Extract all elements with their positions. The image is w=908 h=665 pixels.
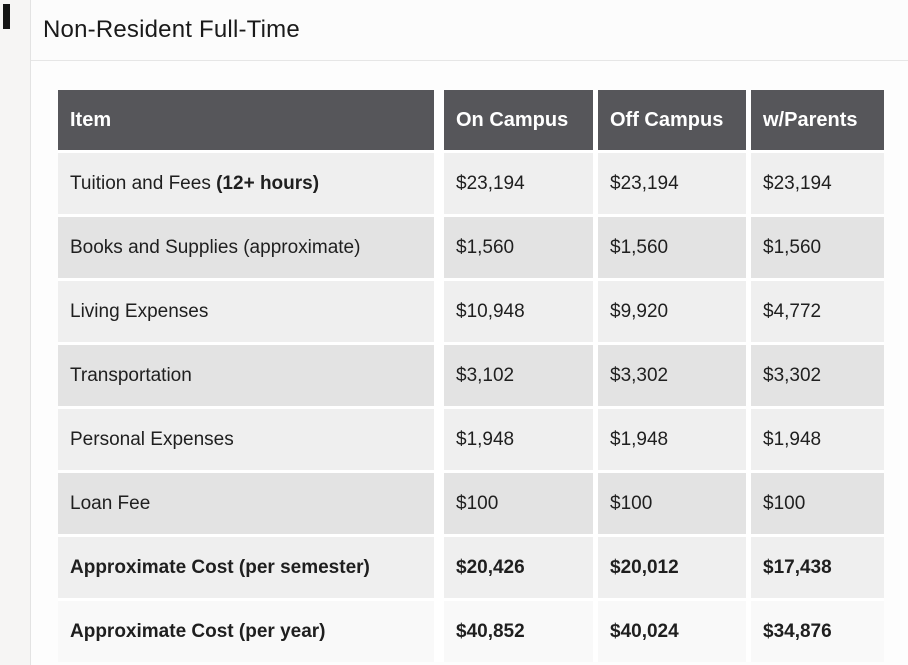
table-row-living: Living Expenses $10,948 $9,920 $4,772 bbox=[58, 278, 884, 342]
row-label: Approximate Cost (per year) bbox=[58, 598, 444, 662]
table-row-personal: Personal Expenses $1,948 $1,948 $1,948 bbox=[58, 406, 884, 470]
column-header-w-parents: w/Parents bbox=[751, 90, 884, 150]
costs-table: Item On Campus Off Campus w/Parents Tuit… bbox=[58, 90, 884, 662]
cost-value: $20,012 bbox=[598, 534, 751, 598]
page-title: Non-Resident Full-Time bbox=[43, 16, 300, 43]
cost-value: $1,948 bbox=[751, 406, 884, 470]
dark-edge-mark bbox=[3, 4, 10, 29]
cost-value: $100 bbox=[751, 470, 884, 534]
row-label: Transportation bbox=[58, 342, 444, 406]
table-header-row: Item On Campus Off Campus w/Parents bbox=[58, 90, 884, 150]
content-panel: Non-Resident Full-Time Item On Campus Of… bbox=[30, 0, 908, 665]
row-label: Living Expenses bbox=[58, 278, 444, 342]
cost-value: $4,772 bbox=[751, 278, 884, 342]
cost-value: $1,560 bbox=[444, 214, 598, 278]
table-row-books: Books and Supplies (approximate) $1,560 … bbox=[58, 214, 884, 278]
cost-value: $9,920 bbox=[598, 278, 751, 342]
cost-value: $40,852 bbox=[444, 598, 598, 662]
cost-value: $1,560 bbox=[598, 214, 751, 278]
cost-value: $100 bbox=[444, 470, 598, 534]
cost-value: $23,194 bbox=[751, 150, 884, 214]
costs-table-container: Item On Campus Off Campus w/Parents Tuit… bbox=[58, 90, 884, 662]
section-title-bar: Non-Resident Full-Time bbox=[31, 0, 908, 61]
cost-value: $1,948 bbox=[598, 406, 751, 470]
row-label-bold-note: (12+ hours) bbox=[216, 172, 320, 194]
cost-value: $17,438 bbox=[751, 534, 884, 598]
cost-value: $100 bbox=[598, 470, 751, 534]
cost-value: $23,194 bbox=[444, 150, 598, 214]
cost-value: $3,102 bbox=[444, 342, 598, 406]
column-header-on-campus: On Campus bbox=[444, 90, 598, 150]
table-row-loan-fee: Loan Fee $100 $100 $100 bbox=[58, 470, 884, 534]
table-row-total-year: Approximate Cost (per year) $40,852 $40,… bbox=[58, 598, 884, 662]
row-label: Books and Supplies (approximate) bbox=[58, 214, 444, 278]
cost-value: $3,302 bbox=[751, 342, 884, 406]
cost-value: $40,024 bbox=[598, 598, 751, 662]
cost-value: $20,426 bbox=[444, 534, 598, 598]
column-header-off-campus: Off Campus bbox=[598, 90, 751, 150]
table-row-transportation: Transportation $3,102 $3,302 $3,302 bbox=[58, 342, 884, 406]
table-row-tuition: Tuition and Fees (12+ hours) $23,194 $23… bbox=[58, 150, 884, 214]
cost-value: $1,948 bbox=[444, 406, 598, 470]
row-label: Loan Fee bbox=[58, 470, 444, 534]
cost-value: $10,948 bbox=[444, 278, 598, 342]
row-label: Personal Expenses bbox=[58, 406, 444, 470]
cost-value: $3,302 bbox=[598, 342, 751, 406]
cost-value: $23,194 bbox=[598, 150, 751, 214]
column-header-item: Item bbox=[58, 90, 444, 150]
cost-value: $34,876 bbox=[751, 598, 884, 662]
row-label: Approximate Cost (per semester) bbox=[58, 534, 444, 598]
cost-value: $1,560 bbox=[751, 214, 884, 278]
table-row-total-semester: Approximate Cost (per semester) $20,426 … bbox=[58, 534, 884, 598]
row-label: Tuition and Fees (12+ hours) bbox=[58, 150, 444, 214]
